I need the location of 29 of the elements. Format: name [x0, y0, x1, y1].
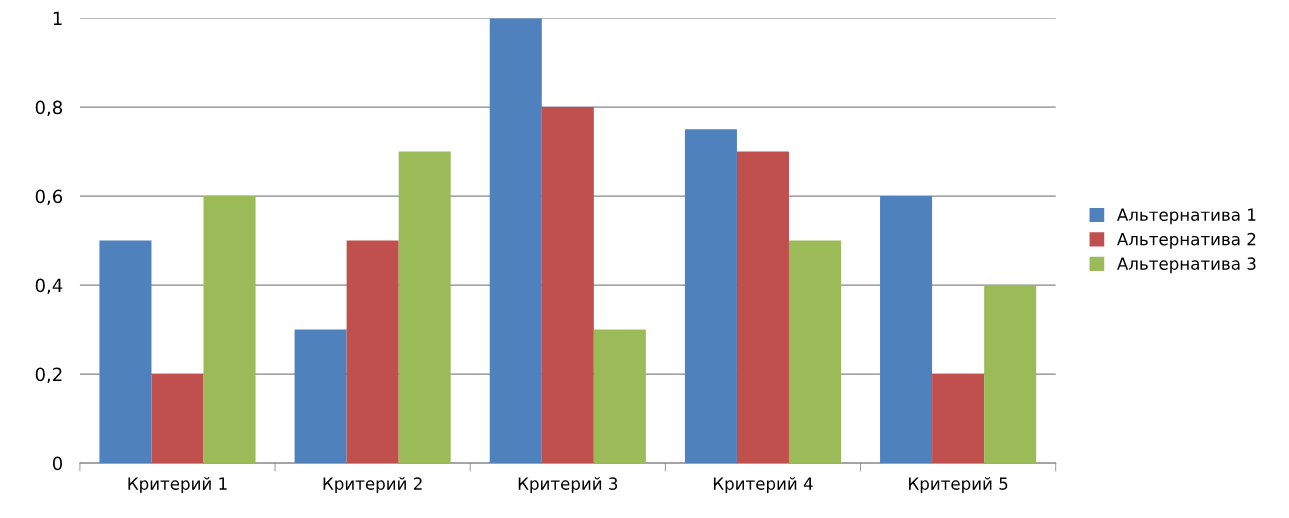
bar: [684, 129, 737, 464]
bar: [99, 240, 152, 464]
bar: [541, 107, 594, 464]
y-tick-label: 0,4: [35, 278, 63, 295]
y-tick-label: 0,6: [35, 189, 63, 206]
bar: [932, 374, 985, 464]
bar: [151, 374, 204, 464]
bar: [593, 329, 646, 464]
legend-label: Альтернатива 3: [1117, 257, 1256, 274]
y-tick-label: 1: [53, 11, 62, 25]
bar: [788, 240, 842, 464]
bar: [489, 18, 542, 464]
x-tick-label: Критерий 2: [323, 477, 422, 494]
y-tick-label: 0,2: [35, 367, 62, 384]
bar: [984, 285, 1037, 464]
bar: [294, 329, 347, 464]
bar: [346, 240, 399, 464]
bar: [398, 151, 451, 464]
y-tick-label: 0,8: [35, 100, 63, 117]
bar: [880, 196, 933, 464]
legend-label: Альтернатива 1: [1117, 208, 1256, 225]
y-tick-label: 0: [52, 456, 63, 471]
legend-label: Альтернатива 2: [1117, 232, 1256, 249]
x-tick-label: Критерий 5: [909, 477, 1008, 494]
bar: [736, 151, 789, 464]
bar: [203, 196, 256, 464]
x-tick-label: Критерий 1: [128, 477, 227, 494]
x-tick-label: Критерий 4: [713, 477, 813, 494]
x-tick-label: Критерий 3: [518, 477, 618, 494]
